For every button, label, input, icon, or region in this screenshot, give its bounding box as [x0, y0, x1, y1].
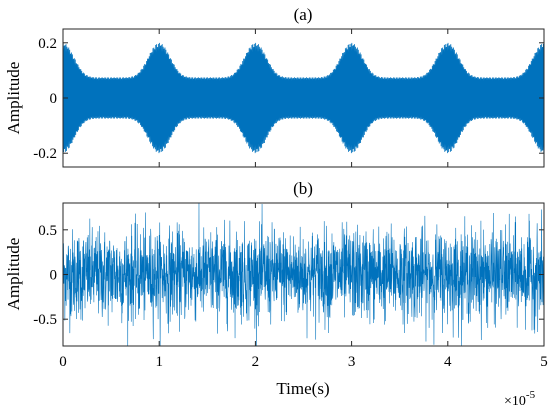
panel-a: (a) -0.2 0 0.2 Amplitude	[4, 5, 545, 168]
panel-b-xtick-label: 4	[444, 354, 452, 370]
panel-b-xtick-label: 2	[252, 354, 260, 370]
panel-a-title: (a)	[294, 5, 313, 24]
panel-b-title: (b)	[293, 179, 313, 198]
panel-b: (b) -0.5 0 0.5 0 1 2 3 4 5 Amplitude Time(s) ×1…	[4, 179, 548, 408]
panel-b-plot	[62, 202, 545, 347]
panel-b-ytick-label: 0	[50, 268, 58, 284]
panel-b-ytick-label: -0.5	[33, 312, 57, 328]
panel-b-xlabel: Time(s)	[276, 379, 329, 398]
panel-b-xtick-label: 1	[155, 354, 163, 370]
panel-b-xtick-label: 5	[540, 354, 548, 370]
panel-a-ytick-label: 0	[50, 91, 58, 107]
panel-a-ylabel: Amplitude	[4, 62, 23, 135]
panel-b-ytick-label: 0.5	[38, 223, 57, 239]
panel-a-series-line	[62, 42, 545, 154]
panel-a-ytick-label: 0.2	[38, 36, 57, 52]
panel-b-ylabel: Amplitude	[4, 238, 23, 311]
panel-a-plot	[62, 42, 545, 154]
x-exponent-power: -5	[526, 389, 536, 401]
panel-a-xticks	[62, 29, 545, 167]
panel-b-xtick-label: 3	[348, 354, 356, 370]
panel-b-x-exponent: ×10-5	[504, 389, 536, 408]
panel-a-yticks: -0.2 0 0.2	[33, 36, 544, 162]
panel-b-yticks: -0.5 0 0.5	[33, 223, 544, 328]
panel-a-ytick-label: -0.2	[33, 146, 57, 162]
panel-b-xticks: 0 1 2 3 4 5	[59, 203, 548, 370]
panel-b-series-line	[62, 202, 545, 347]
x-exponent-base: ×10	[504, 394, 526, 408]
panel-b-xtick-label: 0	[59, 354, 67, 370]
